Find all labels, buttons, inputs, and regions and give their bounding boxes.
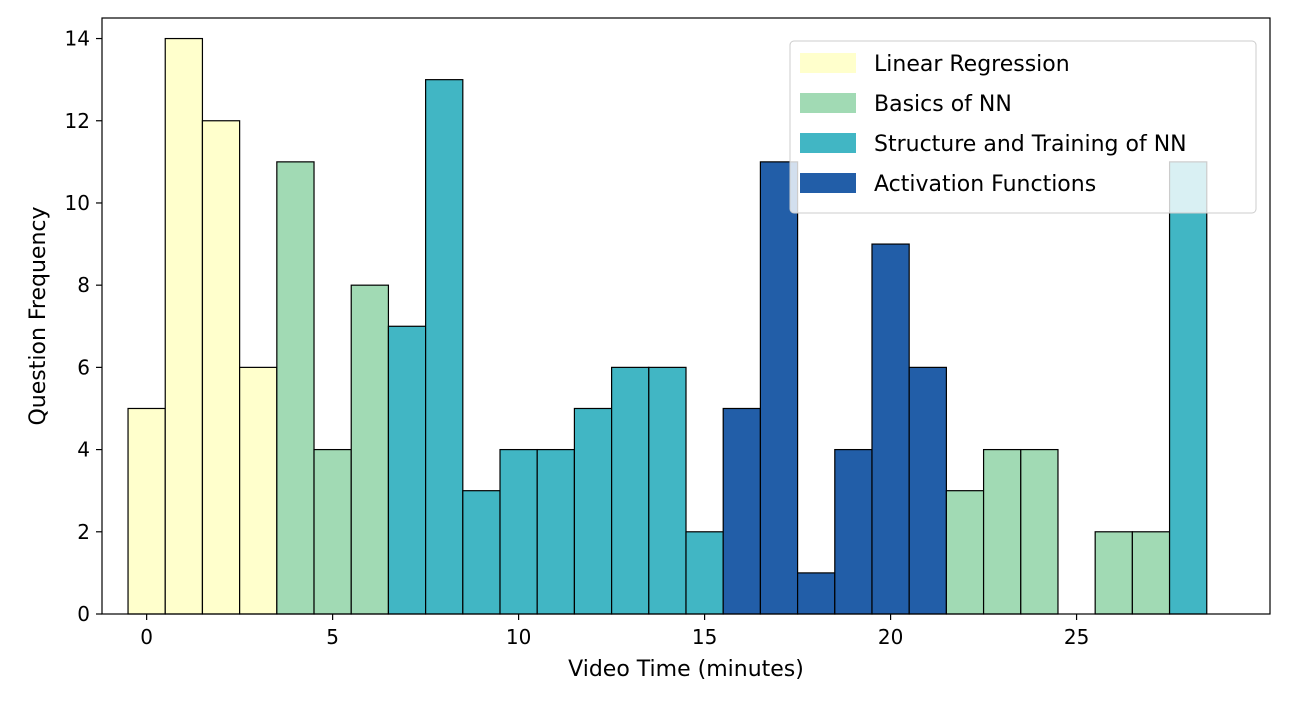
y-tick-label: 0 (77, 602, 90, 626)
bar-activation-functions-19 (834, 448, 873, 615)
y-tick-label: 12 (65, 109, 90, 133)
bar-activation-functions-18 (796, 572, 836, 615)
x-tick-label: 5 (326, 625, 339, 649)
y-axis-ticks: 0 2 4 6 8 10 12 14 (65, 27, 102, 626)
bar-basics-of-nn-24 (1020, 448, 1059, 615)
bar-activation-functions-21 (908, 366, 947, 615)
x-tick-label: 0 (140, 625, 153, 649)
bar-structure-and-training-of-nn-8 (425, 79, 464, 615)
bar-basics-of-nn-5 (313, 448, 352, 615)
y-axis-title: Question Frequency (26, 206, 51, 425)
legend-swatch-structure-and-training-of-nn (800, 133, 856, 153)
y-tick-label: 4 (77, 438, 90, 462)
bar-basics-of-nn-6 (350, 284, 390, 615)
bar-linear-regression-3 (239, 366, 278, 615)
bar-activation-functions-17 (759, 161, 799, 615)
bar-linear-regression-1 (164, 37, 204, 615)
bar-structure-and-training-of-nn-10 (499, 448, 538, 615)
legend-swatch-basics-of-nn (800, 93, 856, 113)
bar-structure-and-training-of-nn-14 (648, 366, 687, 615)
bar-linear-regression-0 (127, 407, 166, 615)
legend-box (789, 40, 1257, 214)
bar-basics-of-nn-23 (982, 448, 1022, 615)
x-tick-label: 25 (1064, 625, 1089, 649)
bar-activation-functions-16 (722, 407, 761, 615)
bar-structure-and-training-of-nn-9 (462, 490, 501, 615)
bar-structure-and-training-of-nn-11 (536, 448, 576, 615)
bar-basics-of-nn-26 (1094, 531, 1133, 615)
x-tick-label: 20 (878, 625, 903, 649)
legend: Linear Regression Basics of NN Structure a… (789, 40, 1257, 214)
y-tick-label: 2 (77, 520, 90, 544)
bar-activation-functions-20 (871, 243, 910, 615)
bar-linear-regression-2 (201, 120, 241, 615)
bar-basics-of-nn-4 (276, 161, 315, 615)
bar-basics-of-nn-22 (945, 490, 985, 615)
y-tick-label: 6 (77, 355, 90, 379)
legend-label-linear-regression: Linear Regression (874, 52, 1070, 77)
bar-structure-and-training-of-nn-12 (573, 407, 613, 615)
x-tick-label: 15 (692, 625, 717, 649)
x-axis-title: Video Time (minutes) (568, 657, 804, 682)
legend-swatch-linear-regression (800, 53, 856, 73)
bar-basics-of-nn-27 (1131, 531, 1171, 615)
bars-layer (127, 37, 1208, 615)
y-tick-label: 8 (77, 273, 90, 297)
legend-label-structure-and-training-of-nn: Structure and Training of NN (874, 132, 1187, 157)
y-tick-label: 10 (65, 191, 90, 215)
legend-label-activation-functions: Activation Functions (874, 172, 1096, 197)
bar-structure-and-training-of-nn-7 (387, 325, 427, 615)
x-tick-label: 10 (506, 625, 531, 649)
bar-structure-and-training-of-nn-28 (1168, 161, 1208, 615)
plot-frame (101, 17, 1271, 615)
bar-structure-and-training-of-nn-13 (611, 366, 650, 615)
x-axis-ticks: 0 5 10 15 20 25 (140, 614, 1089, 649)
legend-swatch-activation-functions (800, 173, 856, 193)
y-tick-label: 14 (65, 27, 90, 51)
bar-structure-and-training-of-nn-15 (685, 531, 724, 615)
legend-label-basics-of-nn: Basics of NN (874, 92, 1012, 117)
